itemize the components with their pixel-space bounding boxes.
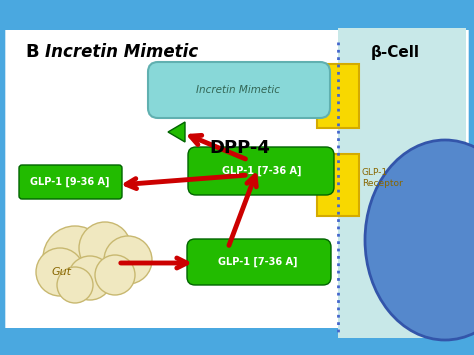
Circle shape	[36, 248, 84, 296]
Ellipse shape	[365, 140, 474, 340]
Bar	[0, 0, 474, 30]
Polygon shape	[168, 122, 185, 142]
Circle shape	[68, 256, 112, 300]
Bar	[0, 328, 474, 355]
Text: GLP-1 [7-36 A]: GLP-1 [7-36 A]	[218, 257, 298, 267]
FancyBboxPatch shape	[19, 165, 122, 199]
Circle shape	[95, 255, 135, 295]
Text: β-Cell: β-Cell	[371, 44, 419, 60]
Text: B: B	[25, 43, 38, 61]
Circle shape	[43, 226, 107, 290]
Circle shape	[79, 222, 131, 274]
Bar	[338, 28, 466, 338]
Text: Incretin Mimetic: Incretin Mimetic	[45, 43, 198, 61]
FancyBboxPatch shape	[317, 64, 359, 128]
Text: GLP-1
Receptor: GLP-1 Receptor	[362, 168, 403, 188]
Text: Gut: Gut	[52, 267, 72, 277]
Text: DPP-4: DPP-4	[210, 139, 271, 157]
Text: GLP-1 [7-36 A]: GLP-1 [7-36 A]	[222, 166, 302, 176]
Text: Incretin Mimetic: Incretin Mimetic	[196, 85, 280, 95]
FancyBboxPatch shape	[188, 147, 334, 195]
Circle shape	[104, 236, 152, 284]
FancyBboxPatch shape	[6, 26, 468, 340]
FancyBboxPatch shape	[187, 239, 331, 285]
Circle shape	[57, 267, 93, 303]
FancyBboxPatch shape	[148, 62, 330, 118]
FancyBboxPatch shape	[317, 154, 359, 216]
Text: GLP-1 [9-36 A]: GLP-1 [9-36 A]	[30, 177, 110, 187]
